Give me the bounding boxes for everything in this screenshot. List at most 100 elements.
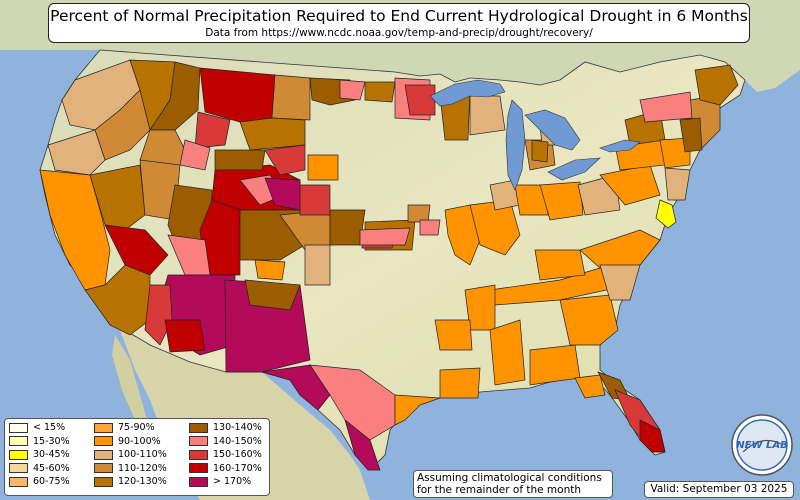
logo-text: NEW LAB (736, 440, 787, 451)
drought-region (489, 319, 526, 386)
drought-region (364, 81, 396, 103)
drought-region (514, 184, 549, 216)
drought-region (434, 319, 473, 351)
legend-label: 45-60% (33, 462, 70, 474)
drought-region (89, 164, 146, 231)
baja (112, 335, 150, 445)
legend-swatch (9, 422, 28, 433)
drought-region (254, 259, 286, 281)
legend-swatch (189, 463, 208, 474)
map-subtitle: Data from https://www.ncdc.noaa.gov/temp… (205, 27, 593, 39)
legend-item: 45-60% (9, 462, 99, 476)
legend-label: 140-150% (213, 435, 262, 447)
legend-item: 110-120% (94, 462, 184, 476)
drought-region (194, 111, 231, 149)
legend-label: 30-45% (33, 449, 70, 461)
legend-label: 100-110% (118, 449, 167, 461)
assumption-note-line-2: for the remainder of the month (417, 484, 582, 496)
drought-region (404, 84, 436, 116)
drought-region (694, 64, 739, 106)
drought-region (244, 279, 301, 311)
legend-label: 120-130% (118, 476, 167, 488)
legend-swatch (94, 476, 113, 487)
valid-date: Valid: September 03 2025 (644, 481, 794, 498)
legend-item: 90-100% (94, 435, 184, 449)
drought-region (574, 374, 606, 399)
drought-region (407, 204, 431, 223)
drought-region (469, 95, 506, 136)
drought-region (307, 154, 339, 181)
title-box: Percent of Normal Precipitation Required… (48, 3, 750, 43)
legend: < 15% 15-30% 30-45% 45-60% 60-75% 75-90% 90-1… (4, 418, 270, 496)
legend-label: 90-100% (118, 435, 161, 447)
drought-region (639, 419, 666, 453)
drought-region (439, 367, 481, 399)
legend-item: 30-45% (9, 448, 99, 462)
drought-region (579, 229, 661, 269)
drought-region (309, 364, 396, 441)
assumption-note: Assuming climatological conditions for t… (413, 470, 613, 498)
drought-region (164, 319, 206, 353)
legend-label: 75-90% (118, 422, 155, 434)
drought-region (534, 249, 586, 281)
legend-label: 150-160% (213, 449, 262, 461)
legend-swatch (94, 422, 113, 433)
drought-region (679, 117, 703, 153)
legend-item: 120-130% (94, 475, 184, 489)
drought-region (199, 67, 276, 123)
drought-region (639, 91, 693, 123)
legend-item: > 170% (189, 475, 279, 489)
drought-region (664, 167, 691, 201)
legend-swatch (9, 463, 28, 474)
legend-label: > 170% (213, 476, 252, 488)
legend-item: 60-75% (9, 475, 99, 489)
legend-label: 15-30% (33, 435, 70, 447)
legend-item: 75-90% (94, 421, 184, 435)
legend-item: 160-170% (189, 462, 279, 476)
legend-swatch (189, 436, 208, 447)
map-title: Percent of Normal Precipitation Required… (50, 7, 748, 25)
legend-column-2: 75-90% 90-100% 100-110% 110-120% 120-130% (94, 421, 184, 489)
drought-region (179, 139, 211, 171)
drought-region (419, 219, 441, 236)
assumption-note-line-1: Assuming climatological conditions (417, 472, 602, 484)
drought-region (531, 139, 549, 163)
drought-region (394, 394, 441, 426)
drought-region (539, 181, 584, 221)
drought-region (339, 79, 366, 101)
legend-item: 15-30% (9, 435, 99, 449)
legend-column-3: 130-140% 140-150% 150-160% 160-170% > 170% (189, 421, 279, 489)
legend-swatch (189, 476, 208, 487)
chesapeake-region (655, 199, 677, 229)
drought-region (529, 344, 581, 386)
legend-column-1: < 15% 15-30% 30-45% 45-60% 60-75% (9, 421, 99, 489)
drought-region (104, 224, 169, 276)
drought-region (559, 294, 619, 346)
drought-region (659, 137, 691, 169)
lab-logo: NEW LAB (731, 414, 793, 476)
drought-region (344, 419, 381, 471)
legend-label: 110-120% (118, 462, 167, 474)
drought-region (264, 144, 306, 176)
legend-item: < 15% (9, 421, 99, 435)
legend-item: 100-110% (94, 448, 184, 462)
drought-regions (39, 59, 739, 471)
drought-region (304, 244, 331, 286)
legend-item: 150-160% (189, 448, 279, 462)
legend-swatch (94, 436, 113, 447)
drought-region (299, 184, 331, 216)
great-lakes (429, 79, 641, 191)
drought-region (599, 264, 641, 301)
drought-region (271, 74, 311, 121)
drought-region (214, 149, 266, 171)
legend-item: 140-150% (189, 435, 279, 449)
legend-swatch (94, 463, 113, 474)
drought-region (359, 227, 411, 246)
legend-label: < 15% (33, 422, 66, 434)
legend-swatch (9, 476, 28, 487)
legend-label: 60-75% (33, 476, 70, 488)
legend-swatch (94, 449, 113, 460)
legend-swatch (9, 449, 28, 460)
